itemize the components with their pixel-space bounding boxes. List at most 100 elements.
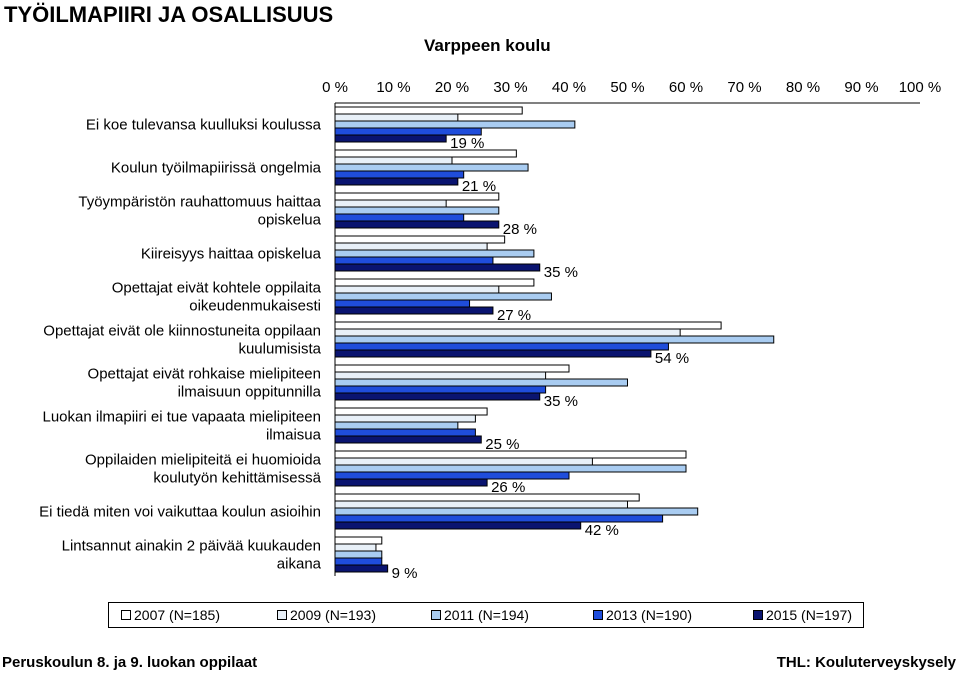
legend-item-2013: 2013 (N=190) xyxy=(593,607,692,623)
data-label: 42 % xyxy=(585,522,619,539)
bar-2007 xyxy=(334,450,687,459)
bar-chart: 0 % 10 % 20 % 30 % 40 % 50 % 60 % 70 % 80 % 90 % 1… xyxy=(39,79,942,582)
bar-2011 xyxy=(334,335,775,344)
bar-2009 xyxy=(334,113,459,122)
bar-2015 xyxy=(334,177,459,186)
bar-2015 xyxy=(334,392,541,401)
bar-2013 xyxy=(334,385,547,394)
bar-2007 xyxy=(334,278,535,287)
bar-2013 xyxy=(334,213,465,222)
legend-item-2009: 2009 (N=193) xyxy=(277,607,376,623)
category-label: Opettajat eivät ole kiinnostuneita oppil… xyxy=(43,323,321,340)
category-label: aikana xyxy=(277,556,322,573)
data-label: 19 % xyxy=(450,135,484,152)
legend-label-2011: 2011 (N=194) xyxy=(444,607,529,623)
category-label: opiskelua xyxy=(258,212,322,229)
legend-swatch-2011 xyxy=(431,610,441,620)
bar-2009 xyxy=(334,199,447,208)
category-label: Koulun työilmapiirissä ongelmia xyxy=(111,160,322,177)
legend-label-2009: 2009 (N=193) xyxy=(290,607,377,623)
x-tick-label: 80 % xyxy=(786,79,820,96)
category-label: kuulumisista xyxy=(238,341,321,358)
bar-2013 xyxy=(334,514,664,523)
data-label: 54 % xyxy=(655,350,689,367)
bar-2013 xyxy=(334,127,482,136)
bar-2009 xyxy=(334,500,628,509)
bar-2015 xyxy=(334,220,500,229)
data-label: 25 % xyxy=(485,436,519,453)
legend-label-2015: 2015 (N=197) xyxy=(766,607,853,623)
footer-population: Peruskoulun 8. ja 9. luokan oppilaat xyxy=(2,654,258,671)
category-label: Lintsannut ainakin 2 päivää kuukauden xyxy=(62,538,321,555)
bar-2007 xyxy=(334,407,488,416)
data-label: 9 % xyxy=(392,565,418,582)
category-label: ilmaisuun oppitunnilla xyxy=(178,384,322,401)
legend-item-2007: 2007 (N=185) xyxy=(121,607,220,623)
bar-2015 xyxy=(334,478,488,487)
bar-2013 xyxy=(334,170,465,179)
x-tick-label: 50 % xyxy=(610,79,644,96)
bar-2011 xyxy=(334,249,535,258)
bar-2007 xyxy=(334,364,570,373)
bar-2013 xyxy=(334,557,383,566)
data-label: 35 % xyxy=(544,264,578,281)
bar-2015 xyxy=(334,521,582,530)
footer-source: THL: Kouluterveyskysely xyxy=(776,654,956,671)
bar-2013 xyxy=(334,299,471,308)
category-label: Opettajat eivät kohtele oppilaita xyxy=(112,280,322,297)
x-tick-label: 60 % xyxy=(669,79,703,96)
bar-2007 xyxy=(334,536,383,545)
bar-2013 xyxy=(334,342,669,351)
category-label: ilmaisua xyxy=(266,427,322,444)
bar-2007 xyxy=(334,192,500,201)
data-label: 26 % xyxy=(491,479,525,496)
category-label: Luokan ilmapiiri ei tue vapaata mielipit… xyxy=(43,409,322,426)
bar-2011 xyxy=(334,507,699,516)
x-tick-label: 40 % xyxy=(552,79,586,96)
bar-2007 xyxy=(334,106,523,115)
bar-2009 xyxy=(334,457,593,466)
bar-2009 xyxy=(334,414,476,423)
chart-subtitle: Varppeen koulu xyxy=(424,36,551,55)
bar-2011 xyxy=(334,206,500,215)
bar-2007 xyxy=(334,149,517,158)
category-label: Oppilaiden mielipiteitä ei huomioida xyxy=(85,452,322,469)
data-label: 27 % xyxy=(497,307,531,324)
bar-2015 xyxy=(334,349,652,358)
legend-swatch-2007 xyxy=(121,610,131,620)
category-label: Kiireisyys haittaa opiskelua xyxy=(141,246,322,263)
bar-2009 xyxy=(334,371,547,380)
legend-label-2007: 2007 (N=185) xyxy=(134,607,221,623)
bar-2015 xyxy=(334,134,447,143)
category-label: Ei tiedä miten voi vaikuttaa koulun asio… xyxy=(39,504,321,521)
bar-2007 xyxy=(334,235,506,244)
bar-2009 xyxy=(334,328,681,337)
legend-swatch-2009 xyxy=(277,610,287,620)
x-tick-label: 20 % xyxy=(435,79,469,96)
category-label: Työympäristön rauhattomuus haittaa xyxy=(78,194,321,211)
data-label: 21 % xyxy=(462,178,496,195)
bar-2009 xyxy=(334,156,453,165)
x-tick-label: 100 % xyxy=(899,79,942,96)
legend-label-2013: 2013 (N=190) xyxy=(606,607,693,623)
data-label: 35 % xyxy=(544,393,578,410)
bar-2011 xyxy=(334,163,529,172)
bar-2009 xyxy=(334,543,377,552)
legend-item-2015: 2015 (N=197) xyxy=(753,607,852,623)
bar-2011 xyxy=(334,421,459,430)
x-tick-label: 70 % xyxy=(727,79,761,96)
legend-item-2011: 2011 (N=194) xyxy=(431,607,529,623)
x-tick-label: 30 % xyxy=(493,79,527,96)
bar-2009 xyxy=(334,285,500,294)
bar-2015 xyxy=(334,306,494,315)
bar-2015 xyxy=(334,564,389,573)
x-tick-label: 90 % xyxy=(844,79,878,96)
bar-2011 xyxy=(334,378,628,387)
legend-swatch-2015 xyxy=(753,610,763,620)
category-label: Opettajat eivät rohkaise mielipiteen xyxy=(88,366,321,383)
bar-2007 xyxy=(334,321,722,330)
bar-2011 xyxy=(334,292,552,301)
bar-2009 xyxy=(334,242,488,251)
bar-2013 xyxy=(334,256,494,265)
bar-2011 xyxy=(334,550,383,559)
